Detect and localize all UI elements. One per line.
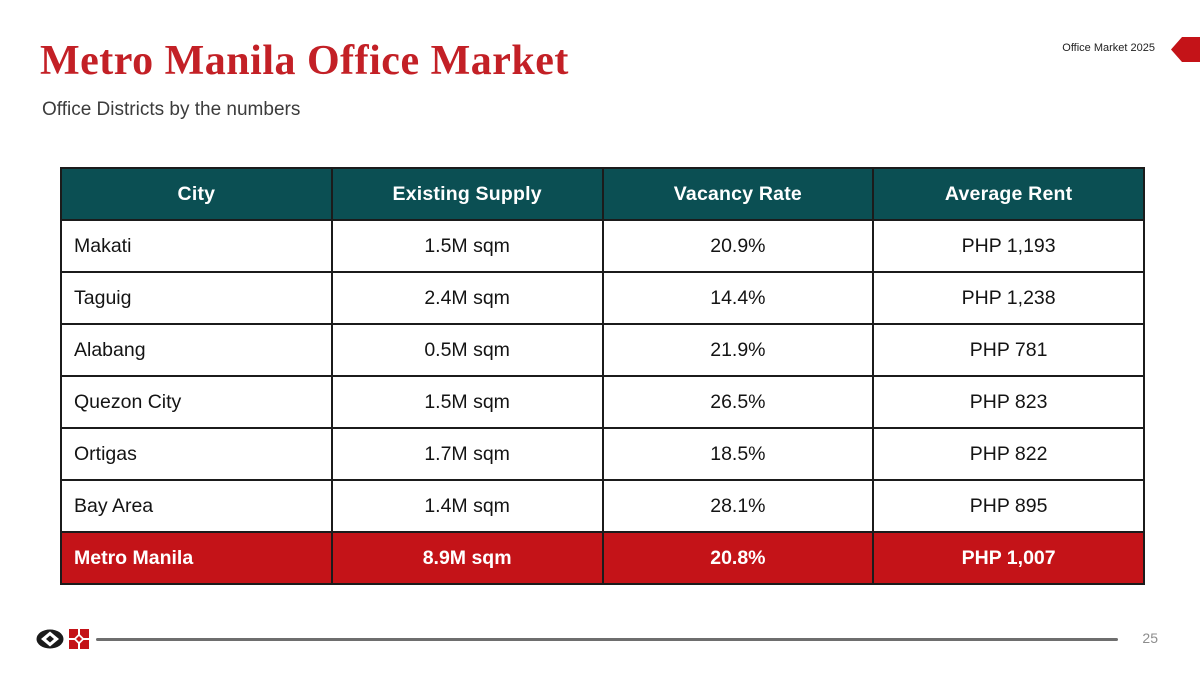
cell-supply: 1.4M sqm — [330, 479, 604, 533]
page-number: 25 — [1142, 630, 1158, 646]
table-row: Alabang 0.5M sqm 21.9% PHP 781 — [60, 323, 1145, 377]
cell-vacancy: 20.9% — [601, 219, 875, 273]
footer-divider-line — [96, 638, 1118, 641]
cell-vacancy: 18.5% — [601, 427, 875, 481]
cell-supply: 2.4M sqm — [330, 271, 604, 325]
corner-tag-label: Office Market 2025 — [1062, 42, 1155, 54]
cell-rent: PHP 781 — [872, 323, 1145, 377]
table-header-row: City Existing Supply Vacancy Rate Averag… — [60, 167, 1145, 221]
cell-city: Metro Manila — [60, 531, 333, 585]
cell-city: Bay Area — [60, 479, 333, 533]
cell-vacancy: 26.5% — [601, 375, 875, 429]
cell-vacancy: 21.9% — [601, 323, 875, 377]
cell-rent: PHP 1,238 — [872, 271, 1145, 325]
table-row: Quezon City 1.5M sqm 26.5% PHP 823 — [60, 375, 1145, 429]
table-total-row: Metro Manila 8.9M sqm 20.8% PHP 1,007 — [60, 531, 1145, 585]
cell-city: Ortigas — [60, 427, 333, 481]
cell-vacancy: 28.1% — [601, 479, 875, 533]
cell-rent: PHP 895 — [872, 479, 1145, 533]
column-header-city: City — [60, 167, 333, 221]
column-header-existing-supply: Existing Supply — [330, 167, 604, 221]
cell-rent: PHP 1,193 — [872, 219, 1145, 273]
table-row: Bay Area 1.4M sqm 28.1% PHP 895 — [60, 479, 1145, 533]
cell-city: Quezon City — [60, 375, 333, 429]
page-subtitle: Office Districts by the numbers — [42, 99, 301, 120]
cell-supply: 1.5M sqm — [330, 219, 604, 273]
cell-rent: PHP 1,007 — [872, 531, 1145, 585]
cell-city: Taguig — [60, 271, 333, 325]
eye-logo-icon — [36, 629, 64, 654]
cell-supply: 0.5M sqm — [330, 323, 604, 377]
left-arrow-icon — [1171, 37, 1200, 62]
cell-supply: 1.5M sqm — [330, 375, 604, 429]
page-title: Metro Manila Office Market — [40, 38, 569, 84]
quad-pinwheel-logo-icon — [69, 629, 89, 654]
cell-rent: PHP 823 — [872, 375, 1145, 429]
office-market-table: City Existing Supply Vacancy Rate Averag… — [60, 167, 1145, 585]
table-row: Makati 1.5M sqm 20.9% PHP 1,193 — [60, 219, 1145, 273]
cell-supply: 8.9M sqm — [330, 531, 604, 585]
cell-vacancy: 20.8% — [601, 531, 875, 585]
table-row: Taguig 2.4M sqm 14.4% PHP 1,238 — [60, 271, 1145, 325]
cell-city: Alabang — [60, 323, 333, 377]
column-header-vacancy-rate: Vacancy Rate — [601, 167, 875, 221]
footer-logos — [36, 629, 89, 654]
cell-supply: 1.7M sqm — [330, 427, 604, 481]
cell-rent: PHP 822 — [872, 427, 1145, 481]
cell-vacancy: 14.4% — [601, 271, 875, 325]
column-header-average-rent: Average Rent — [872, 167, 1145, 221]
table-row: Ortigas 1.7M sqm 18.5% PHP 822 — [60, 427, 1145, 481]
cell-city: Makati — [60, 219, 333, 273]
